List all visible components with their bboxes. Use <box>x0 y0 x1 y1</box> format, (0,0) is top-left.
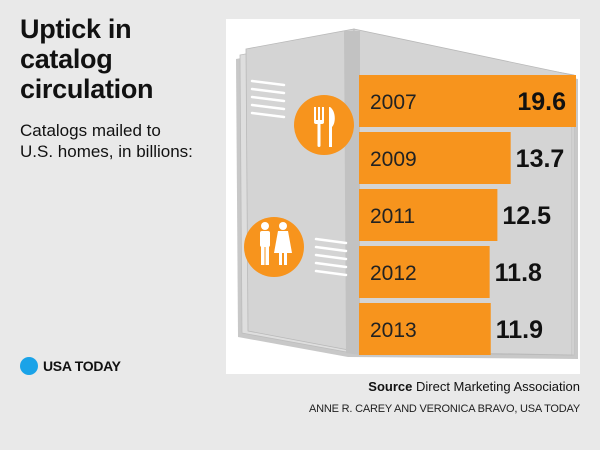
credit-line: ANNE R. CAREY AND VERONICA BRAVO, USA TO… <box>309 403 580 415</box>
category-label-2011: 2011 <box>370 205 415 228</box>
source-text: Direct Marketing Association <box>415 379 580 394</box>
value-label-2009: 13.7 <box>516 145 565 173</box>
source-line: Source Direct Marketing Association <box>368 379 580 394</box>
category-label-2013: 2013 <box>370 319 417 342</box>
value-label-2007: 19.6 <box>517 88 566 116</box>
subtitle-line-2: U.S. homes, in billions: <box>20 142 193 161</box>
logo-dot-icon <box>20 357 38 375</box>
bar-2013 <box>359 303 491 355</box>
bar-2009 <box>359 132 511 184</box>
chart-panel: 2007 19.6 2009 13.7 2011 12.5 2012 11.8 2013 11.9 <box>226 19 580 374</box>
source-label: Source <box>368 379 413 394</box>
title-line-2: catalog <box>20 44 113 74</box>
bar-2007 <box>359 75 576 127</box>
bar-2012 <box>359 246 490 298</box>
value-label-2012: 11.8 <box>495 259 542 287</box>
chart-subtitle: Catalogs mailed to U.S. homes, in billio… <box>20 120 220 162</box>
couple-icon <box>244 217 304 277</box>
logo-text: USA TODAY <box>43 358 121 374</box>
category-label-2012: 2012 <box>370 262 417 285</box>
catalog-bar-chart: 2007 19.6 2009 13.7 2011 12.5 2012 11.8 2013 11.9 <box>236 28 578 359</box>
category-label-2007: 2007 <box>370 91 417 114</box>
title-line-3: circulation <box>20 74 154 104</box>
bar-2011 <box>359 189 498 241</box>
value-label-2013: 11.9 <box>496 316 543 344</box>
fork-knife-icon <box>294 95 354 155</box>
usa-today-logo: USA TODAY <box>20 356 121 376</box>
page-title: Uptick in catalog circulation <box>20 14 220 104</box>
bars-group: 2007 19.6 2009 13.7 2011 12.5 2012 11.8 2013 11.9 <box>359 75 576 355</box>
title-line-1: Uptick in <box>20 14 132 44</box>
subtitle-line-1: Catalogs mailed to <box>20 121 161 140</box>
category-label-2009: 2009 <box>370 148 417 171</box>
value-label-2011: 12.5 <box>502 202 551 230</box>
